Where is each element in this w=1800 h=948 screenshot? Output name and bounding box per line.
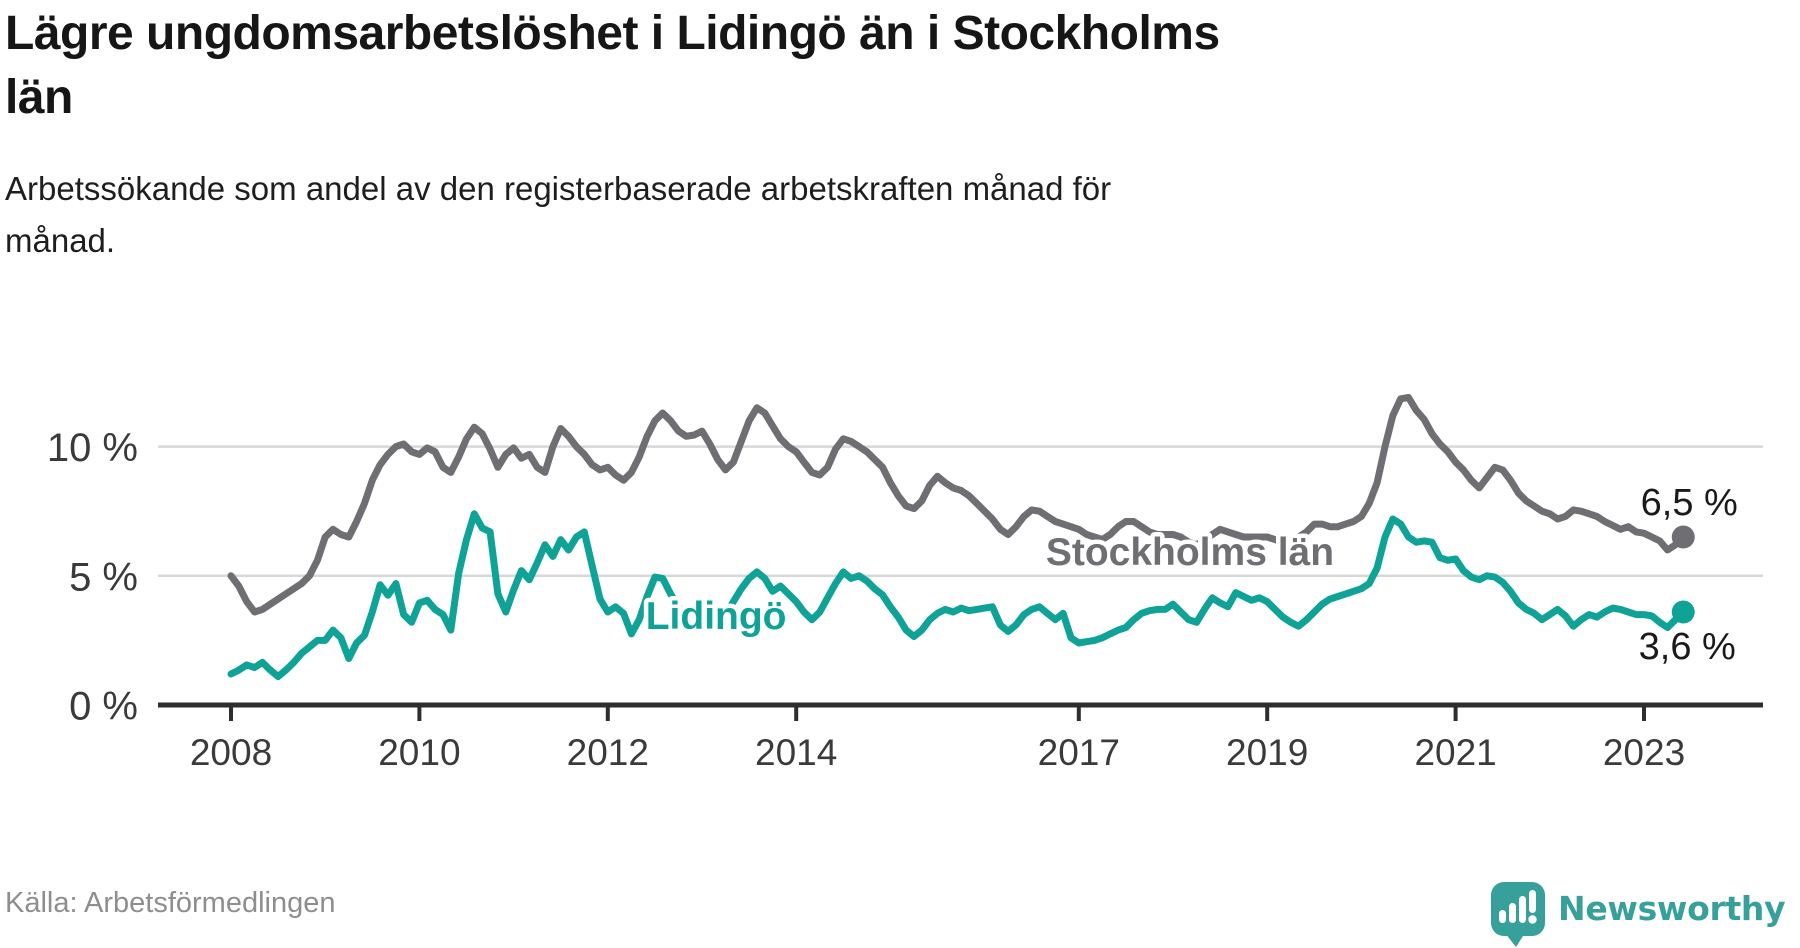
- newsworthy-logo: Newsworthy: [1490, 880, 1786, 948]
- newsworthy-logo-icon: [1491, 881, 1545, 947]
- series-label-stockholms-l-n: Stockholms län: [1046, 531, 1334, 574]
- series-line-stockholms-l-n: [227, 394, 1687, 616]
- x-tick-label-2014: 2014: [755, 732, 837, 773]
- x-tick-label-2017: 2017: [1038, 732, 1120, 773]
- series-line-liding-: [227, 510, 1687, 681]
- x-tick-label-2010: 2010: [378, 732, 460, 773]
- end-value-label-liding-: 3,6 %: [1639, 626, 1736, 668]
- page-title-line1: Lägre ungdomsarbetslöshet i Lidingö än i…: [5, 7, 1220, 60]
- x-tick-label-2023: 2023: [1603, 732, 1685, 773]
- newsworthy-logo-text: Newsworthy: [1558, 888, 1786, 928]
- y-tick-label-10: 10 %: [47, 426, 138, 470]
- chart-subtitle-line1: Arbetssökande som andel av den registerb…: [5, 170, 1112, 207]
- chart-subtitle: Arbetssökande som andel av den registerb…: [5, 163, 1505, 267]
- x-tick-label-2008: 2008: [190, 732, 272, 773]
- page-title: Lägre ungdomsarbetslöshet i Lidingö än i…: [5, 2, 1785, 130]
- x-tick-label-2021: 2021: [1414, 732, 1496, 773]
- x-tick-label-2012: 2012: [567, 732, 649, 773]
- source-caption: Källa: Arbetsförmedlingen: [5, 887, 336, 919]
- series-label-liding-: Lidingö: [646, 595, 787, 638]
- y-tick-label-5: 5 %: [69, 555, 138, 599]
- y-tick-label-0: 0 %: [69, 685, 138, 729]
- chart-subtitle-line2: månad.: [5, 222, 116, 260]
- end-value-label-stockholms-l-n: 6,5 %: [1641, 482, 1738, 524]
- end-dot-liding-: [1671, 600, 1695, 624]
- page-title-line2: län: [5, 70, 73, 124]
- x-tick-label-2019: 2019: [1226, 732, 1308, 773]
- end-dot-stockholms-l-n: [1671, 525, 1695, 549]
